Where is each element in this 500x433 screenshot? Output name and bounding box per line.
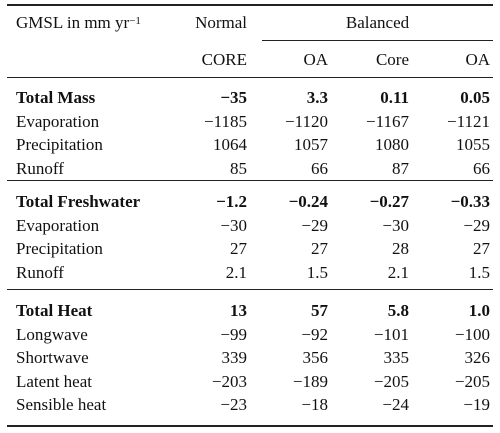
header-gmsl: GMSL in mm yr−1 — [16, 13, 141, 33]
row-value: 326 — [464, 348, 491, 367]
header-group-balanced: Balanced — [345, 13, 410, 32]
row-value: −30 — [382, 215, 409, 235]
row-label: Evaporation — [16, 215, 100, 235]
row-label: Latent heat — [16, 371, 92, 391]
row-value: 27 — [311, 239, 328, 258]
row-value: 1064 — [213, 135, 247, 154]
header-gmsl-label: GMSL in mm yr — [16, 13, 130, 32]
section-total-value: −0.24 — [288, 192, 328, 211]
section-divider-rule — [7, 289, 493, 290]
bottom-rule — [7, 425, 493, 427]
row-value: 1.5 — [468, 262, 490, 282]
section-total-value: −0.27 — [369, 192, 409, 211]
section-total-value: 3.3 — [306, 88, 328, 107]
row-value: 1057 — [294, 135, 328, 154]
row-label: Precipitation — [16, 135, 103, 154]
row-value: −205 — [454, 371, 490, 391]
row-value: −30 — [220, 215, 247, 235]
section-total-value: 1.0 — [468, 301, 490, 320]
row-value: −100 — [454, 324, 490, 344]
row-value: −24 — [382, 395, 409, 414]
header-bottom-rule — [7, 77, 493, 78]
row-value: 85 — [230, 158, 247, 178]
row-value: 66 — [473, 158, 490, 178]
row-label: Runoff — [16, 262, 64, 282]
row-value: 28 — [392, 239, 409, 258]
balanced-group-rule — [262, 40, 493, 41]
header-col-oa-2: OA — [465, 50, 490, 69]
header-group-normal: Normal — [195, 13, 247, 32]
row-value: −99 — [220, 324, 247, 344]
row-value: −29 — [301, 215, 328, 235]
section-total-value: 0.05 — [460, 88, 490, 107]
row-value: 335 — [383, 348, 410, 367]
row-value: 27 — [230, 239, 247, 258]
row-value: −203 — [211, 371, 247, 391]
header-gmsl-exponent: −1 — [129, 15, 141, 27]
row-label: Sensible heat — [16, 395, 107, 414]
section-total-value: 5.8 — [387, 301, 409, 320]
section-total-value: 13 — [230, 301, 247, 320]
section-total-value: 0.11 — [380, 88, 409, 107]
row-value: 87 — [392, 158, 409, 178]
row-label: Longwave — [16, 324, 88, 344]
section-total-value: −35 — [220, 88, 247, 107]
row-value: −189 — [292, 371, 328, 391]
row-value: 2.1 — [225, 262, 247, 282]
row-value: −1185 — [204, 111, 247, 131]
header-col-core-balanced: Core — [375, 50, 409, 69]
top-rule — [7, 4, 493, 6]
row-value: 1.5 — [306, 262, 328, 282]
row-label: Evaporation — [16, 111, 100, 131]
row-label: Runoff — [16, 158, 64, 178]
row-value: 27 — [473, 239, 490, 258]
row-value: 1055 — [456, 135, 490, 154]
section-total-value: −0.33 — [450, 192, 490, 211]
header-col-oa-1: OA — [303, 50, 328, 69]
row-value: 356 — [302, 348, 329, 367]
section-total-value: 57 — [311, 301, 328, 320]
row-value: 339 — [221, 348, 248, 367]
row-value: 2.1 — [387, 262, 409, 282]
row-value: −92 — [301, 324, 328, 344]
row-value: −1120 — [285, 111, 328, 131]
row-value: 66 — [311, 158, 328, 178]
row-value: −18 — [301, 395, 328, 414]
row-label: Shortwave — [16, 348, 89, 367]
row-value: −101 — [373, 324, 409, 344]
row-value: −205 — [373, 371, 409, 391]
row-label: Precipitation — [16, 239, 103, 258]
row-value: 1080 — [375, 135, 409, 154]
section-total-value: −1.2 — [216, 192, 247, 211]
section-title: Total Mass — [16, 88, 96, 107]
row-value: −23 — [220, 395, 247, 414]
section-divider-rule — [7, 180, 493, 181]
header-col-core-normal: CORE — [201, 50, 247, 69]
row-value: −19 — [463, 395, 490, 414]
section-title: Total Heat — [16, 301, 93, 320]
section-title: Total Freshwater — [16, 192, 141, 211]
row-value: −1167 — [366, 111, 409, 131]
row-value: −29 — [463, 215, 490, 235]
row-value: −1121 — [447, 111, 490, 131]
